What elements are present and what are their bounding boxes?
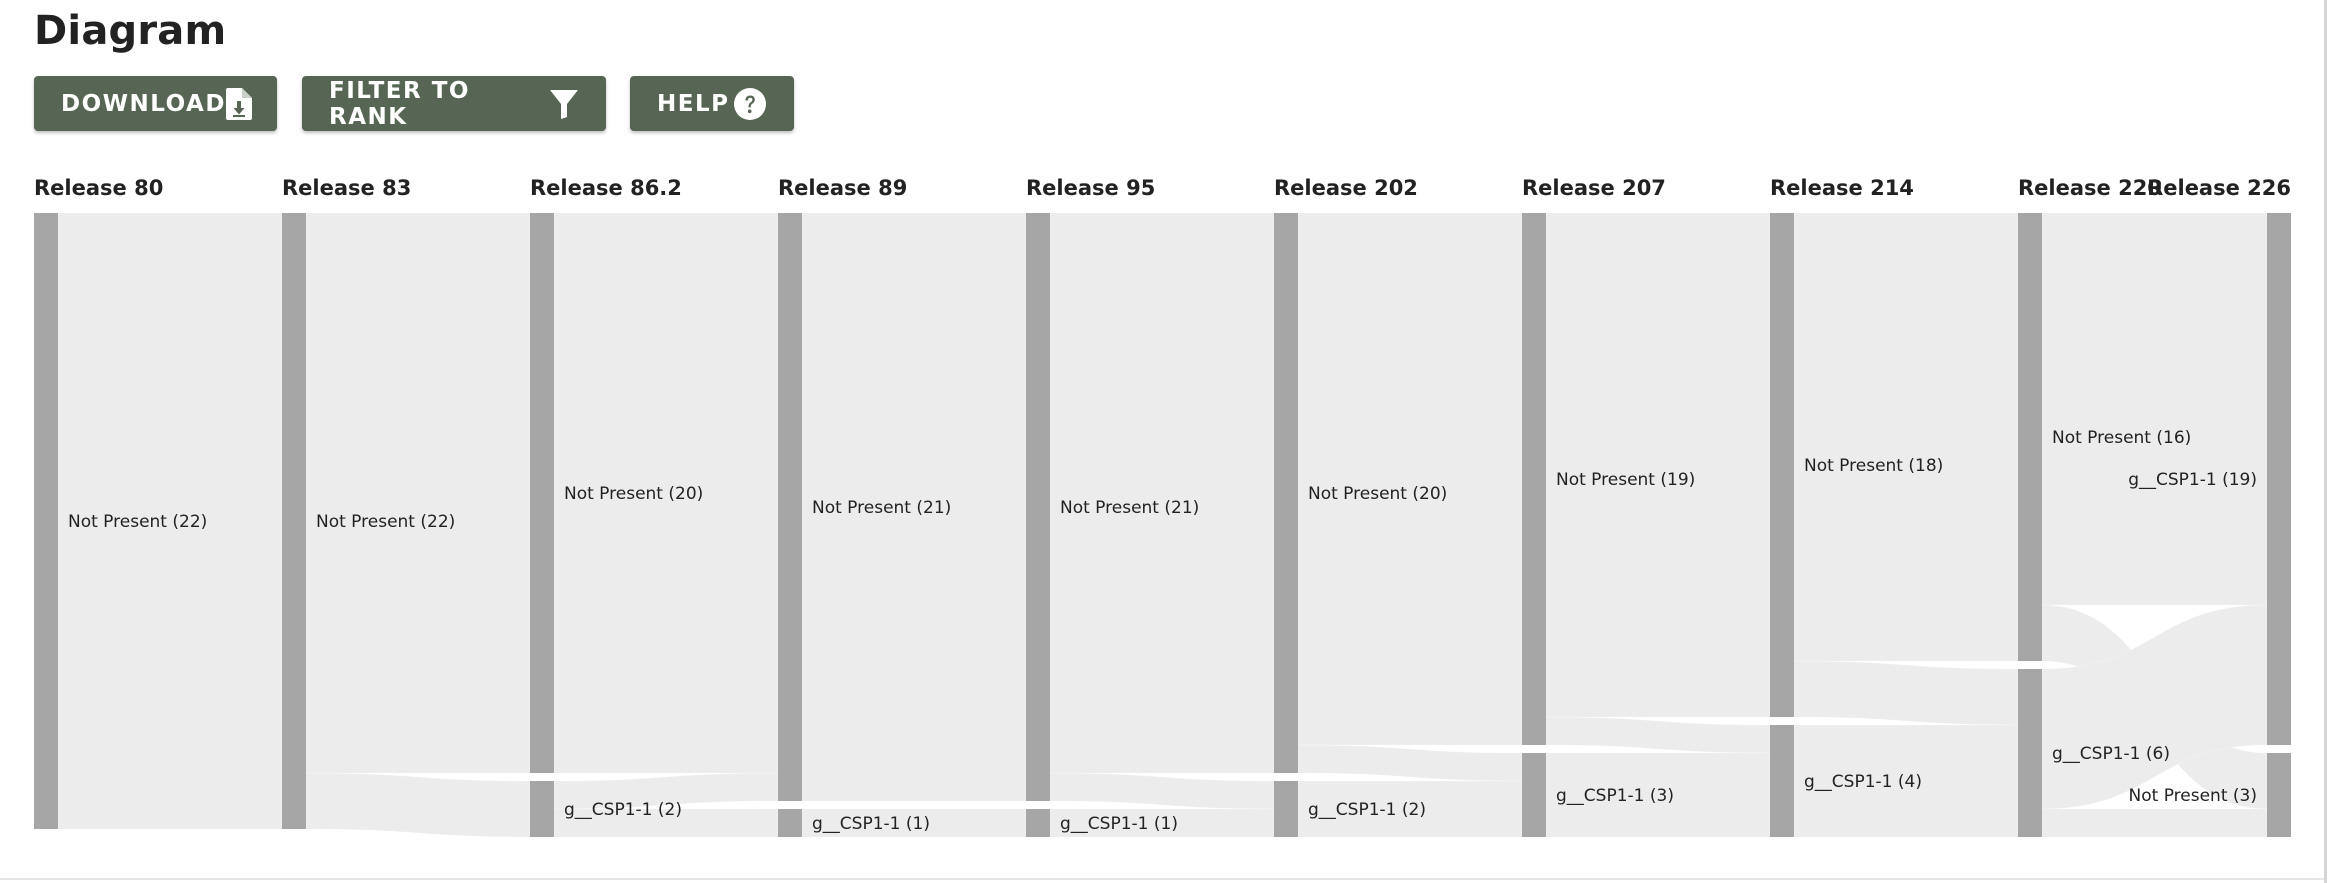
release-header-release-226: Release 226 (2147, 176, 2291, 200)
release-header-release-86-2: Release 86.2 (530, 176, 682, 200)
sankey-link-r1_np-r2_np (305, 212, 531, 774)
sankey-diagram: Release 80 Release 83 Release 86.2 Release … (34, 176, 2291, 838)
sankey-node-label-r7_g: g__CSP1-1 (4) (1804, 772, 1922, 792)
release-header-release-83: Release 83 (282, 176, 411, 200)
release-header-release-220: Release 220 (2018, 176, 2162, 200)
sankey-node-label-r5_np: Not Present (20) (1308, 484, 1447, 504)
sankey-link-r8_g-r9_np (2041, 808, 2268, 838)
release-headers: Release 80 Release 83 Release 86.2 Release … (34, 176, 2291, 200)
sankey-node-r8_np[interactable] (2018, 213, 2042, 661)
download-button[interactable]: DOWNLOAD (34, 76, 277, 131)
sankey-node-r5_np[interactable] (1274, 213, 1298, 773)
sankey-node-r7_g[interactable] (1770, 725, 1794, 837)
release-header-release-95: Release 95 (1026, 176, 1155, 200)
help-button[interactable]: HELP (630, 76, 794, 131)
sankey-node-label-r2_np: Not Present (20) (564, 484, 703, 504)
sankey-node-r2_g[interactable] (530, 781, 554, 837)
sankey-link-r4_np-r5_np (1049, 212, 1275, 774)
sankey-node-r4_np[interactable] (1026, 213, 1050, 801)
sankey-node-r4_g[interactable] (1026, 809, 1050, 837)
sankey-node-label-r4_g: g__CSP1-1 (1) (1060, 814, 1178, 834)
question-circle-icon (734, 87, 766, 120)
download-button-label: DOWNLOAD (61, 90, 226, 117)
filter-to-rank-button[interactable]: FILTER TO RANK (302, 76, 606, 131)
sankey-node-label-r3_g: g__CSP1-1 (1) (812, 814, 930, 834)
sankey-node-r7_np[interactable] (1770, 213, 1794, 717)
release-header-release-202: Release 202 (1274, 176, 1418, 200)
sankey-node-label-r4_np: Not Present (21) (1060, 498, 1199, 518)
page-title: Diagram (34, 8, 227, 54)
panel-right-border (2324, 0, 2327, 883)
sankey-node-r0_np[interactable] (34, 213, 58, 829)
sankey-node-label-r3_np: Not Present (21) (812, 498, 951, 518)
panel-bottom-border (0, 878, 2324, 880)
sankey-node-label-r6_np: Not Present (19) (1556, 470, 1695, 490)
sankey-link-r5_np-r6_np (1297, 212, 1523, 746)
sankey-node-labels: Not Present (22) Not Present (22) Not Pres… (68, 428, 2257, 834)
filter-button-label: FILTER TO RANK (329, 77, 470, 130)
release-header-release-214: Release 214 (1770, 176, 1914, 200)
release-header-release-207: Release 207 (1522, 176, 1666, 200)
sankey-node-label-r5_g: g__CSP1-1 (2) (1308, 800, 1426, 820)
sankey-node-label-r0_np: Not Present (22) (68, 512, 207, 532)
sankey-node-label-r9_np: Not Present (3) (2129, 786, 2257, 806)
sankey-node-r6_g[interactable] (1522, 753, 1546, 837)
sankey-node-label-r7_np: Not Present (18) (1804, 456, 1943, 476)
release-header-release-80: Release 80 (34, 176, 163, 200)
sankey-node-r9_np[interactable] (2267, 753, 2291, 837)
sankey-node-label-r1_np: Not Present (22) (316, 512, 455, 532)
help-button-label: HELP (657, 90, 730, 117)
sankey-link-r5_np-r6_g (1297, 744, 1523, 782)
sankey-link-r4_np-r5_g (1049, 772, 1275, 810)
sankey-node-r3_np[interactable] (778, 213, 802, 801)
funnel-icon (550, 89, 578, 119)
sankey-link-r6_np-r7_np (1545, 212, 1771, 718)
sankey-node-r9_g[interactable] (2267, 213, 2291, 745)
sankey-link-r1_np-r2_g (305, 772, 531, 838)
sankey-link-r7_np-r8_g (1793, 660, 2019, 726)
sankey-node-r8_g[interactable] (2018, 669, 2042, 837)
sankey-link-r6_np-r7_g (1545, 716, 1771, 754)
sankey-node-label-r6_g: g__CSP1-1 (3) (1556, 786, 1674, 806)
sankey-links (57, 212, 2268, 838)
sankey-node-label-r8_g: g__CSP1-1 (6) (2052, 744, 2170, 764)
sankey-node-r6_np[interactable] (1522, 213, 1546, 745)
sankey-node-label-r9_g: g__CSP1-1 (19) (2128, 470, 2257, 490)
sankey-node-label-r8_np: Not Present (16) (2052, 428, 2191, 448)
sankey-node-label-r2_g: g__CSP1-1 (2) (564, 800, 682, 820)
sankey-node-r5_g[interactable] (1274, 781, 1298, 837)
release-header-release-89: Release 89 (778, 176, 907, 200)
sankey-link-r8_np-r9_g (2041, 212, 2268, 606)
sankey-link-r7_np-r8_np (1793, 212, 2019, 662)
sankey-nodes (34, 213, 2291, 837)
sankey-node-r3_g[interactable] (778, 809, 802, 837)
sankey-node-r2_np[interactable] (530, 213, 554, 773)
file-download-icon (225, 87, 252, 120)
sankey-node-r1_np[interactable] (282, 213, 306, 829)
